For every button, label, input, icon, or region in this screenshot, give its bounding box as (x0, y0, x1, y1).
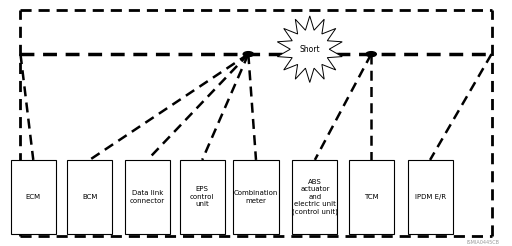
Text: BCM: BCM (82, 194, 97, 200)
Circle shape (366, 52, 376, 57)
FancyBboxPatch shape (233, 160, 279, 234)
FancyBboxPatch shape (67, 160, 112, 234)
Text: ABS
actuator
and
electric unit
(control unit): ABS actuator and electric unit (control … (292, 179, 338, 215)
FancyBboxPatch shape (349, 160, 394, 234)
FancyBboxPatch shape (292, 160, 337, 234)
Text: ECM: ECM (26, 194, 41, 200)
Text: Data link
connector: Data link connector (130, 190, 165, 203)
FancyBboxPatch shape (180, 160, 225, 234)
Polygon shape (278, 16, 342, 82)
Text: Short: Short (300, 45, 320, 54)
Text: Combination
meter: Combination meter (234, 190, 278, 203)
FancyBboxPatch shape (125, 160, 170, 234)
Text: TCM: TCM (364, 194, 378, 200)
Text: EPS
control
unit: EPS control unit (190, 186, 215, 207)
Text: ISMIA0445CB: ISMIA0445CB (466, 240, 499, 245)
Circle shape (243, 52, 253, 57)
FancyBboxPatch shape (11, 160, 56, 234)
FancyBboxPatch shape (408, 160, 453, 234)
Text: IPDM E/R: IPDM E/R (415, 194, 445, 200)
